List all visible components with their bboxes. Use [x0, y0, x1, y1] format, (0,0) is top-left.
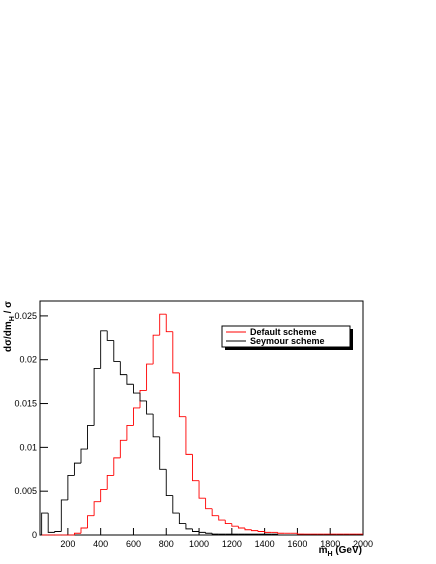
histogram-bin [277, 532, 285, 534]
histogram-bin [165, 469, 173, 497]
histogram-bin [139, 389, 147, 408]
histogram-bin [192, 528, 200, 532]
y-tick-label: 0.025 [14, 311, 37, 321]
legend-label: Seymour scheme [250, 336, 325, 346]
x-tick-label: 200 [60, 539, 75, 549]
x-label-main: m [319, 545, 328, 556]
histogram-bin [47, 513, 55, 533]
histogram-bin [113, 340, 121, 362]
y-label-suffix: / σ [3, 301, 14, 316]
histogram-bin [172, 495, 180, 514]
histogram-bin [41, 512, 49, 535]
histogram-bin [113, 457, 121, 476]
y-tick-label: 0 [32, 530, 37, 540]
histogram-bin [218, 515, 226, 521]
histogram-bin [146, 400, 154, 415]
x-label-suffix: (GeV) [333, 545, 362, 556]
histogram-bin [80, 527, 88, 534]
histogram-bin [126, 424, 134, 441]
x-tick-label: 1600 [287, 539, 307, 549]
histogram-bin [133, 384, 141, 394]
histogram-bin [165, 314, 173, 333]
x-tick-label: 800 [159, 539, 174, 549]
histogram-bin [106, 474, 114, 490]
histogram-bin [139, 393, 147, 402]
histogram-bin [119, 361, 127, 376]
histogram-bin [106, 330, 114, 341]
histogram-bin [159, 436, 167, 470]
histogram-bin [146, 363, 154, 391]
histogram-bin [133, 407, 141, 426]
histogram-bin [205, 498, 213, 510]
x-axis-label: mH (GeV) [319, 545, 362, 558]
histogram-bin [126, 374, 134, 385]
histogram-bin [87, 424, 95, 450]
x-tick-label: 400 [93, 539, 108, 549]
histogram-bin [54, 531, 62, 533]
histogram-bin [119, 439, 127, 458]
histogram-bin [152, 414, 160, 438]
histogram-bin [87, 515, 95, 528]
histogram-bin [178, 513, 186, 525]
histogram-series [41, 313, 363, 536]
histogram-bin [185, 416, 193, 455]
y-axis-label: dσ/dmH / σ [3, 301, 16, 352]
histogram-bin [93, 368, 101, 426]
histogram-series [41, 330, 363, 536]
histogram-bin [231, 523, 239, 527]
histogram-bin [80, 448, 88, 464]
histogram-bin [205, 532, 213, 534]
x-tick-label: 600 [126, 539, 141, 549]
histogram-bin [178, 372, 186, 418]
histogram-bin [100, 488, 108, 502]
y-tick-label: 0.005 [14, 486, 37, 496]
y-label-main: dσ/dm [3, 321, 14, 352]
y-label-sub: H [9, 316, 16, 321]
x-tick-label: 1200 [222, 539, 242, 549]
histogram-bin [172, 331, 180, 374]
histogram-bin [73, 462, 81, 476]
histogram-bin [159, 313, 167, 336]
histogram-bin [93, 501, 101, 516]
histogram-bin [277, 534, 285, 536]
histogram-bin [198, 531, 206, 533]
histogram-bin [251, 529, 259, 532]
histogram-bin [60, 499, 68, 532]
x-tick-label: 1400 [255, 539, 275, 549]
legend-box [221, 325, 351, 348]
histogram-bin [192, 454, 200, 482]
histogram-bin [67, 474, 75, 500]
histogram-bin [211, 508, 219, 517]
x-tick-label: 1000 [189, 539, 209, 549]
legend-label: Default scheme [250, 327, 317, 337]
histogram-bin [185, 523, 193, 530]
y-tick-label: 0.02 [19, 355, 37, 365]
histogram-bin [257, 530, 265, 532]
histogram-bin [211, 533, 219, 535]
histogram-bin [198, 480, 206, 499]
y-tick-label: 0.01 [19, 442, 37, 452]
histogram-bin [100, 330, 108, 369]
y-tick-label: 0.015 [14, 399, 37, 409]
histogram-bin [244, 527, 252, 531]
histogram-bin [224, 520, 232, 525]
plot-frame [39, 300, 364, 536]
histogram-bin [237, 526, 245, 529]
x-tick-label: 1800 [320, 539, 340, 549]
histogram-bin [296, 533, 304, 535]
histogram-bin [264, 531, 272, 533]
histogram-bin [73, 532, 81, 535]
x-label-sub: H [327, 551, 332, 558]
x-tick-label: 2000 [353, 539, 373, 549]
histogram-bin [152, 334, 160, 365]
